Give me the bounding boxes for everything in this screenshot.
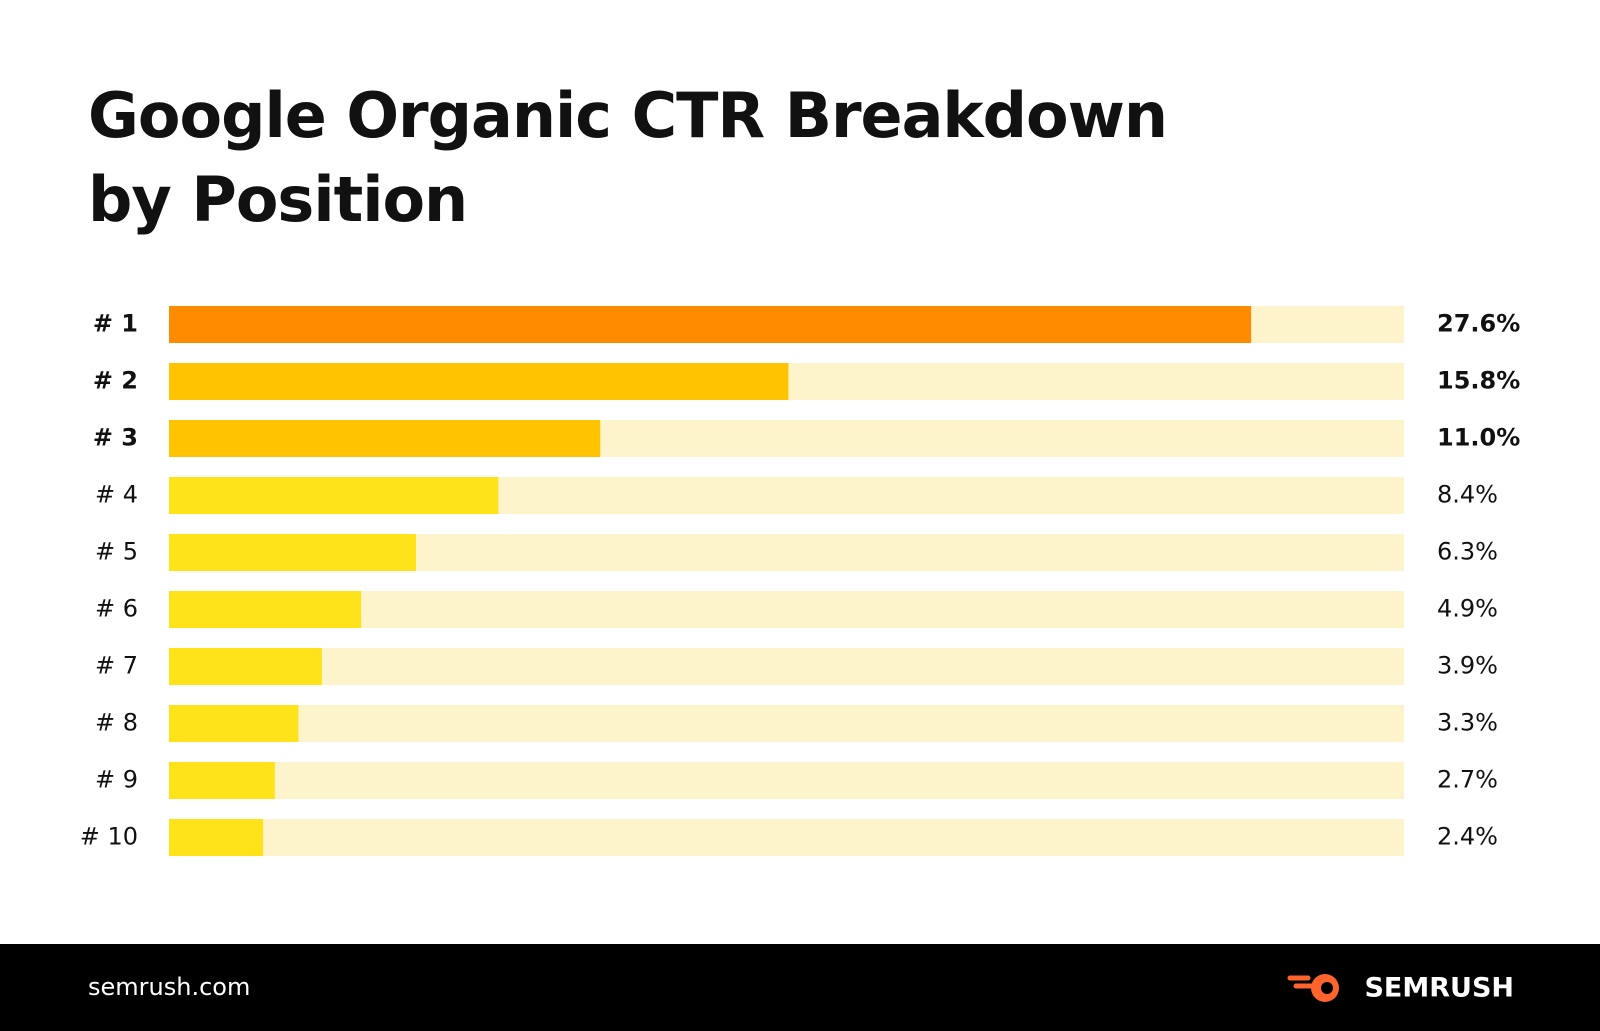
bar — [169, 705, 299, 742]
value-label: 6.3% — [1437, 538, 1498, 566]
chart-title: Google Organic CTR Breakdown — [88, 79, 1167, 152]
bar — [169, 819, 264, 856]
value-label: 27.6% — [1437, 310, 1520, 338]
y-tick-label: # 10 — [80, 823, 138, 851]
bar-track — [169, 819, 1404, 856]
bar — [169, 420, 601, 457]
y-tick-label: # 9 — [95, 766, 138, 794]
value-label: 2.4% — [1437, 823, 1498, 851]
value-label: 8.4% — [1437, 481, 1498, 509]
value-label: 11.0% — [1437, 424, 1520, 452]
bar — [169, 591, 362, 628]
y-tick-label: # 5 — [95, 538, 138, 566]
bar-track — [169, 762, 1404, 799]
y-tick-label: # 7 — [95, 652, 138, 680]
bar — [169, 648, 322, 685]
footer-site: semrush.com — [88, 973, 250, 1001]
bar — [169, 363, 789, 400]
bar-track — [169, 705, 1404, 742]
value-label: 15.8% — [1437, 367, 1520, 395]
y-tick-label: # 1 — [93, 310, 138, 338]
value-label: 2.7% — [1437, 766, 1498, 794]
bar — [169, 477, 499, 514]
bar — [169, 534, 416, 571]
y-tick-label: # 3 — [93, 424, 138, 452]
y-tick-label: # 4 — [95, 481, 138, 509]
y-tick-label: # 8 — [95, 709, 138, 737]
brand-logo — [1287, 974, 1339, 1002]
bar-track — [169, 648, 1404, 685]
footer-brand: SEMRUSH — [1364, 973, 1514, 1004]
value-label: 3.3% — [1437, 709, 1498, 737]
chart-subtitle: by Position — [88, 163, 467, 236]
y-tick-label: # 6 — [95, 595, 138, 623]
bar-track — [169, 591, 1404, 628]
value-label: 3.9% — [1437, 652, 1498, 680]
bar — [169, 306, 1252, 343]
y-tick-label: # 2 — [93, 367, 138, 395]
value-label: 4.9% — [1437, 595, 1498, 623]
bar — [169, 762, 275, 799]
